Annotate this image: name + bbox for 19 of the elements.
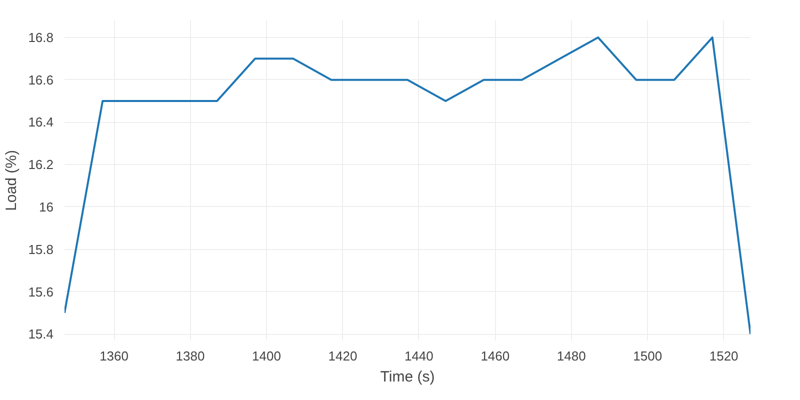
x-tick-label: 1380 (176, 348, 205, 364)
y-tick-label: 16 (39, 199, 54, 214)
x-tick-label: 1520 (709, 348, 738, 364)
x-tick-label: 1480 (556, 348, 586, 364)
y-tick-label: 16.6 (28, 72, 54, 88)
y-tick-label: 15.6 (28, 284, 54, 300)
y-tick-label: 15.4 (28, 326, 54, 342)
x-axis-title: Time (s) (380, 368, 435, 386)
x-tick-label: 1500 (633, 348, 662, 364)
y-tick-label: 16.8 (28, 30, 54, 45)
x-tick-label: 1400 (252, 348, 281, 364)
y-tick-label: 15.8 (28, 242, 54, 257)
y-tick-label: 16.4 (28, 114, 54, 130)
y-tick-label: 16.2 (28, 157, 54, 172)
x-tick-label: 1440 (404, 348, 434, 364)
x-tick-label: 1420 (328, 348, 358, 364)
x-tick-label: 1360 (100, 348, 129, 364)
y-axis-title: Load (%) (3, 150, 20, 211)
x-tick-label: 1460 (480, 348, 510, 364)
